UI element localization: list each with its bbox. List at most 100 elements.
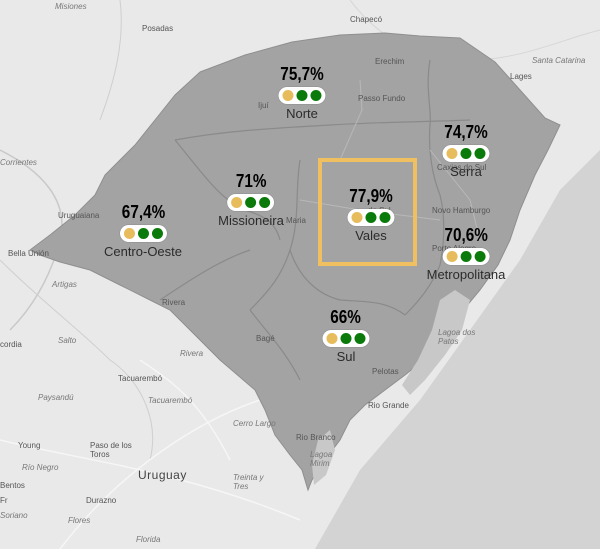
country-label: Uruguay xyxy=(138,468,187,482)
indicator-pill xyxy=(278,87,326,104)
region-norte[interactable]: 75,7% Norte xyxy=(276,64,327,121)
place-label: Bagé xyxy=(256,334,275,343)
region-name: Missioneira xyxy=(218,213,284,228)
indicator-pill xyxy=(119,225,167,242)
place-label: Caxias do Sul xyxy=(437,163,487,172)
place-label: Soriano xyxy=(0,511,28,520)
place-label: Misiones xyxy=(55,2,87,11)
region-vales[interactable]: 77,9% Vales xyxy=(345,186,396,243)
region-borders xyxy=(159,59,471,381)
green-dot-icon xyxy=(259,197,271,208)
green-dot-icon xyxy=(151,228,163,239)
region-name: Centro-Oeste xyxy=(103,244,183,259)
place-label: Pelotas xyxy=(372,367,399,376)
place-label: Florida xyxy=(136,535,161,544)
place-label: Lagoa Mirim xyxy=(310,450,333,468)
yellow-dot-icon xyxy=(282,90,294,101)
region-name: Serra xyxy=(450,164,482,179)
indicator-pill xyxy=(442,248,490,265)
place-label: Artigas xyxy=(52,280,77,289)
place-label: Tacuarembó xyxy=(148,396,193,405)
place-label: Chapecó xyxy=(350,15,383,24)
place-label: Bentos xyxy=(0,481,25,490)
place-label: Lages xyxy=(510,72,532,81)
region-name: Metropolitana xyxy=(426,267,506,282)
yellow-dot-icon xyxy=(123,228,135,239)
place-label: Lagoa dos Patos xyxy=(438,328,476,346)
region-name: Vales xyxy=(355,228,387,243)
road xyxy=(59,399,261,549)
green-dot-icon xyxy=(365,212,377,223)
place-label: Young xyxy=(18,441,41,450)
ocean xyxy=(315,150,600,549)
lagoa-dos-patos xyxy=(402,290,470,395)
place-label: Novo Hamburgo xyxy=(432,206,491,215)
road xyxy=(0,439,301,521)
lagoa-mirim xyxy=(312,430,335,485)
green-dot-icon xyxy=(296,90,308,101)
green-dot-icon xyxy=(379,212,391,223)
place-label: Flores xyxy=(68,516,91,525)
place-label: Río Negro xyxy=(22,463,59,472)
place-label: Bella Unión xyxy=(8,249,49,258)
yellow-dot-icon xyxy=(231,197,243,208)
region-centro-oeste[interactable]: 67,4% Centro-Oeste xyxy=(104,202,182,259)
place-label: Cerro Largo xyxy=(233,419,276,428)
place-label: Santa Catarina xyxy=(532,56,586,65)
place-label: Corrientes xyxy=(0,158,37,167)
region-name: Norte xyxy=(286,106,318,121)
yellow-dot-icon xyxy=(446,251,458,262)
indicator-pill xyxy=(442,145,490,162)
place-label: Rio Branco xyxy=(296,433,336,442)
region-name: Sul xyxy=(336,349,356,364)
place-label: Rio Grande xyxy=(368,401,409,410)
region-value: 70,6% xyxy=(444,225,488,245)
yellow-dot-icon xyxy=(326,333,338,344)
region-value: 75,7% xyxy=(280,64,324,84)
region-value: 66% xyxy=(330,307,362,327)
place-label: Paysandú xyxy=(38,393,74,402)
green-dot-icon xyxy=(460,251,472,262)
place-label: Paso de los Toros xyxy=(90,441,132,459)
green-dot-icon xyxy=(340,333,352,344)
green-dot-icon xyxy=(474,148,486,159)
place-label: Passo Fundo xyxy=(358,94,406,103)
region-value: 77,9% xyxy=(349,186,393,206)
place-label: Durazno xyxy=(86,496,117,505)
green-dot-icon xyxy=(460,148,472,159)
place-label: Rivera xyxy=(162,298,186,307)
indicator-pill xyxy=(347,209,395,226)
place-label: Posadas xyxy=(142,24,174,33)
highway xyxy=(429,149,481,241)
place-label: Salto xyxy=(58,336,77,345)
place-label: Fr xyxy=(0,496,8,505)
place-label: Tacuarembó xyxy=(118,374,163,383)
green-dot-icon xyxy=(137,228,149,239)
green-dot-icon xyxy=(474,251,486,262)
green-dot-icon xyxy=(310,90,322,101)
place-label: cordia xyxy=(0,340,22,349)
place-label: Rivera xyxy=(180,349,204,358)
region-missioneira[interactable]: 71% Missioneira xyxy=(218,171,284,228)
green-dot-icon xyxy=(354,333,366,344)
indicator-pill xyxy=(227,194,275,211)
vales-highlight-frame xyxy=(318,158,417,266)
road xyxy=(139,359,231,461)
highway xyxy=(339,79,363,161)
green-dot-icon xyxy=(245,197,257,208)
region-sul[interactable]: 66% Sul xyxy=(322,307,370,364)
place-label: Treinta y Tres xyxy=(233,473,264,491)
border-line xyxy=(0,259,154,461)
region-value: 74,7% xyxy=(444,122,488,142)
yellow-dot-icon xyxy=(446,148,458,159)
place-label: Ijuí xyxy=(258,101,269,110)
yellow-dot-icon xyxy=(351,212,363,223)
place-label: Erechim xyxy=(375,57,405,66)
region-metropolitana[interactable]: 70,6% Metropolitana xyxy=(427,225,506,282)
region-value: 67,4% xyxy=(121,202,165,222)
place-label: Uruguaiana xyxy=(58,211,100,220)
region-serra[interactable]: 74,7% Serra xyxy=(440,122,491,179)
region-value: 71% xyxy=(235,171,267,191)
